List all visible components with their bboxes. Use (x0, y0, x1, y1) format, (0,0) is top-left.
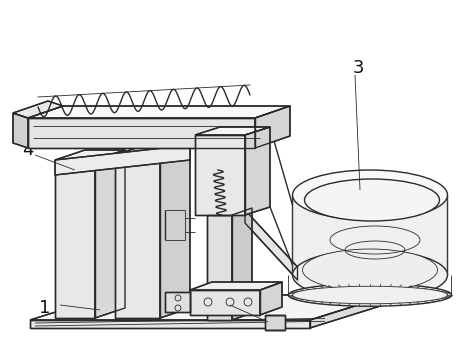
Polygon shape (207, 215, 231, 320)
Ellipse shape (292, 250, 447, 300)
Ellipse shape (288, 284, 451, 306)
Polygon shape (259, 282, 281, 315)
Polygon shape (195, 127, 269, 135)
Polygon shape (13, 113, 28, 148)
Polygon shape (55, 160, 95, 318)
Polygon shape (55, 150, 125, 160)
Text: 2: 2 (266, 317, 277, 335)
Ellipse shape (292, 170, 447, 220)
Polygon shape (264, 315, 285, 330)
Polygon shape (28, 118, 254, 148)
Text: 4: 4 (22, 141, 34, 159)
Polygon shape (190, 290, 259, 315)
Ellipse shape (304, 179, 438, 221)
Polygon shape (309, 295, 389, 328)
Ellipse shape (292, 286, 447, 304)
Polygon shape (95, 150, 125, 318)
Ellipse shape (302, 249, 437, 291)
Polygon shape (115, 155, 160, 318)
Polygon shape (254, 106, 289, 148)
Polygon shape (13, 101, 63, 118)
Polygon shape (30, 320, 309, 328)
Polygon shape (195, 135, 245, 215)
Polygon shape (165, 292, 190, 312)
Text: 3: 3 (352, 59, 363, 77)
Polygon shape (292, 195, 447, 275)
Polygon shape (245, 127, 269, 215)
Text: 1: 1 (39, 299, 50, 317)
Polygon shape (190, 282, 281, 290)
Polygon shape (231, 208, 252, 320)
Polygon shape (245, 210, 297, 280)
Polygon shape (28, 106, 289, 118)
Polygon shape (55, 145, 190, 175)
Polygon shape (160, 145, 190, 318)
Polygon shape (115, 145, 190, 155)
Polygon shape (30, 295, 389, 320)
